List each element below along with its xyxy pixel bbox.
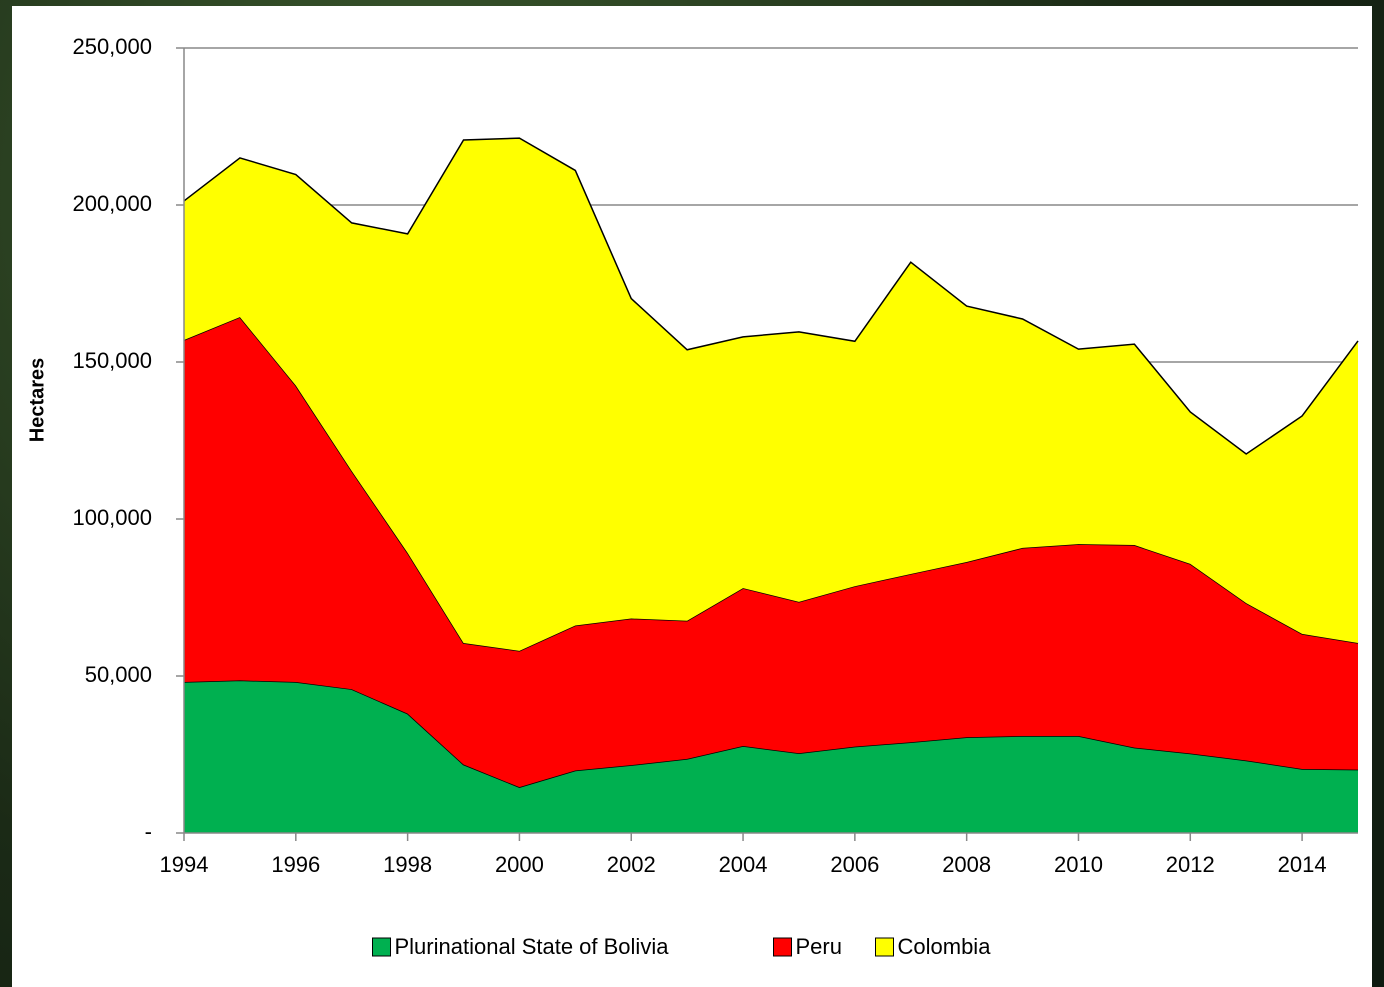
x-tick-label: 2006 xyxy=(830,852,879,877)
x-tick-label: 1994 xyxy=(160,852,209,877)
x-tick-label: 2012 xyxy=(1166,852,1215,877)
area-edge xyxy=(183,137,1359,455)
area xyxy=(184,317,1358,788)
y-tick-label: 150,000 xyxy=(72,348,152,373)
legend-swatch xyxy=(875,937,894,957)
legend-swatch xyxy=(773,937,792,957)
x-tick-label: 1998 xyxy=(383,852,432,877)
y-tick-label: - xyxy=(145,819,152,844)
area xyxy=(184,680,1358,833)
x-tick-label: 2004 xyxy=(719,852,768,877)
y-axis-label: Hectares xyxy=(26,358,48,443)
y-tick-label: 50,000 xyxy=(85,662,152,687)
legend-label: Plurinational State of Bolivia xyxy=(395,934,670,959)
area xyxy=(184,138,1358,651)
legend-swatch xyxy=(372,937,391,957)
x-tick-label: 2002 xyxy=(607,852,656,877)
x-tick-label: 2014 xyxy=(1278,852,1327,877)
legend-label: Peru xyxy=(796,934,842,959)
y-tick-label: 100,000 xyxy=(72,505,152,530)
legend-label: Colombia xyxy=(898,934,992,959)
x-tick-label: 2010 xyxy=(1054,852,1103,877)
y-tick-label: 200,000 xyxy=(72,191,152,216)
x-tick-label: 2008 xyxy=(942,852,991,877)
x-tick-label: 2000 xyxy=(495,852,544,877)
y-tick-label: 250,000 xyxy=(72,34,152,59)
x-tick-label: 1996 xyxy=(271,852,320,877)
